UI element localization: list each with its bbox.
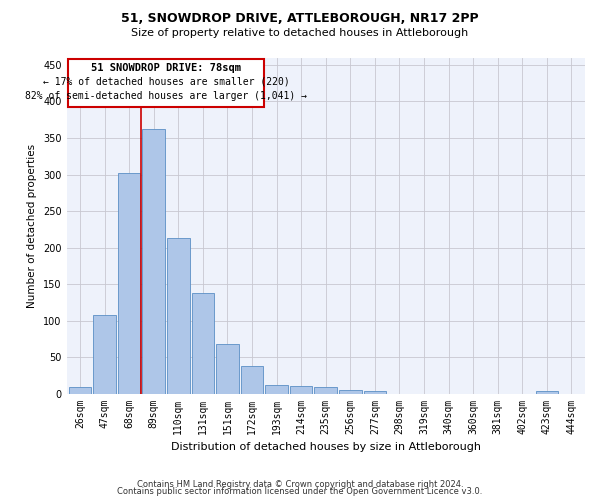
Bar <box>69 388 91 394</box>
Bar <box>191 293 214 394</box>
Bar <box>265 384 288 394</box>
Bar <box>314 386 337 394</box>
Text: Size of property relative to detached houses in Attleborough: Size of property relative to detached ho… <box>131 28 469 38</box>
Text: Contains public sector information licensed under the Open Government Licence v3: Contains public sector information licen… <box>118 487 482 496</box>
Text: 82% of semi-detached houses are larger (1,041) →: 82% of semi-detached houses are larger (… <box>25 92 307 102</box>
Bar <box>241 366 263 394</box>
Bar <box>364 391 386 394</box>
Bar <box>118 173 140 394</box>
Bar <box>536 391 558 394</box>
Bar <box>290 386 313 394</box>
FancyBboxPatch shape <box>68 59 265 106</box>
X-axis label: Distribution of detached houses by size in Attleborough: Distribution of detached houses by size … <box>171 442 481 452</box>
Bar <box>339 390 362 394</box>
Bar <box>167 238 190 394</box>
Bar <box>142 129 165 394</box>
Text: ← 17% of detached houses are smaller (220): ← 17% of detached houses are smaller (22… <box>43 76 290 86</box>
Text: 51 SNOWDROP DRIVE: 78sqm: 51 SNOWDROP DRIVE: 78sqm <box>91 63 241 73</box>
Y-axis label: Number of detached properties: Number of detached properties <box>28 144 37 308</box>
Bar <box>216 344 239 394</box>
Text: Contains HM Land Registry data © Crown copyright and database right 2024.: Contains HM Land Registry data © Crown c… <box>137 480 463 489</box>
Bar <box>94 315 116 394</box>
Text: 51, SNOWDROP DRIVE, ATTLEBOROUGH, NR17 2PP: 51, SNOWDROP DRIVE, ATTLEBOROUGH, NR17 2… <box>121 12 479 26</box>
